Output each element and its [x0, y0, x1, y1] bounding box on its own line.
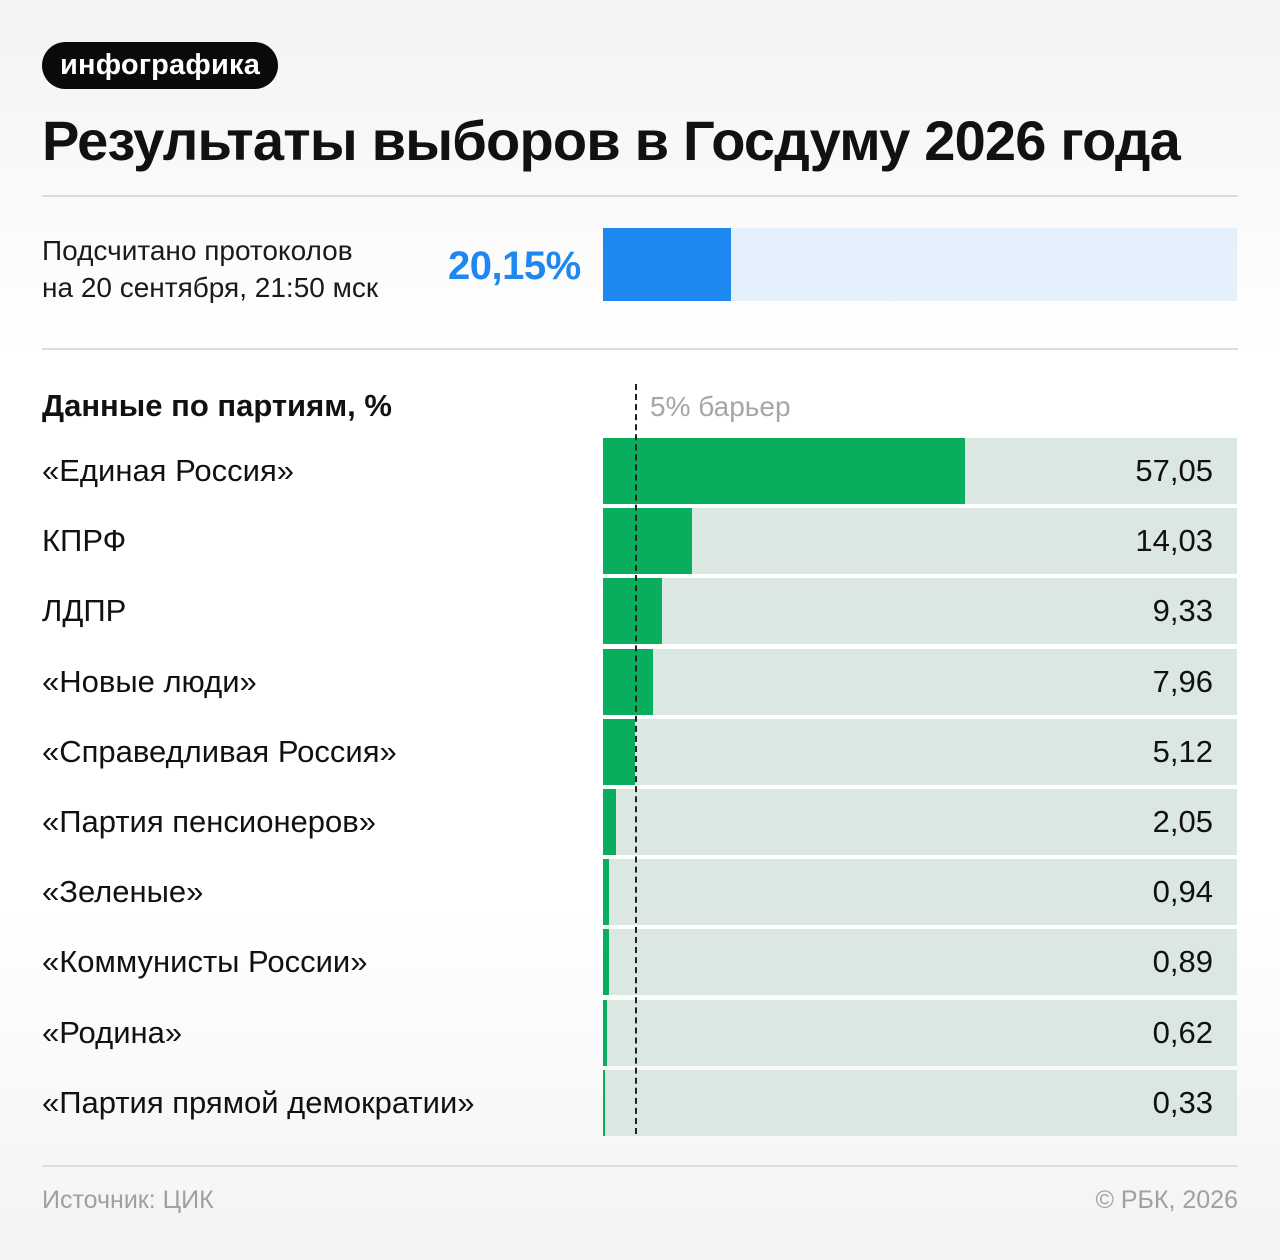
- bar-track: 57,05: [603, 438, 1237, 504]
- counted-protocols-label: Подсчитано протоколов на 20 сентября, 21…: [42, 235, 379, 303]
- page-title: Результаты выборов в Госдуму 2026 года: [42, 109, 1181, 172]
- bar-value-label: 0,33: [1152, 1085, 1213, 1120]
- bar-track: 5,12: [603, 719, 1237, 785]
- party-name: «Партия пенсионеров»: [42, 804, 376, 839]
- bar-value-label: 2,05: [1152, 804, 1213, 839]
- bar-track: 2,05: [603, 789, 1237, 855]
- bar: [603, 1070, 606, 1136]
- bar-value-label: 0,89: [1152, 944, 1213, 979]
- bar: [603, 719, 636, 785]
- barrier-label: 5% барьер: [650, 391, 791, 422]
- bar: [603, 1000, 607, 1066]
- bar-value-label: 0,62: [1152, 1015, 1213, 1050]
- bar-value-label: 57,05: [1135, 453, 1213, 488]
- party-name: «Коммунисты России»: [42, 944, 368, 979]
- bar-value-label: 9,33: [1152, 593, 1213, 628]
- bar: [603, 438, 965, 504]
- bar-value-label: 0,94: [1152, 874, 1213, 909]
- parties-heading: Данные по партиям, %: [42, 388, 392, 423]
- bar: [603, 508, 692, 574]
- bar-track: 0,33: [603, 1070, 1237, 1136]
- party-name: «Новые люди»: [42, 664, 257, 699]
- party-name: КПРФ: [42, 523, 127, 558]
- party-name: «Зеленые»: [42, 874, 204, 909]
- copyright: © РБК, 2026: [1095, 1186, 1238, 1214]
- divider: [42, 195, 1238, 197]
- bar: [603, 789, 616, 855]
- bar: [603, 649, 654, 715]
- party-name: «Родина»: [42, 1015, 183, 1050]
- party-name: «Единая Россия»: [42, 453, 294, 488]
- bar: [603, 578, 663, 644]
- bar-track: 0,62: [603, 1000, 1237, 1066]
- divider: [42, 1165, 1238, 1167]
- source-note: Источник: ЦИК: [42, 1186, 214, 1214]
- counted-progress-bar: [603, 228, 1237, 301]
- bar-value-label: 7,96: [1152, 664, 1213, 699]
- infographic-badge: инфографика: [42, 42, 279, 89]
- barrier-line: [634, 384, 637, 1134]
- bar: [603, 859, 609, 925]
- bar-track: 0,94: [603, 859, 1237, 925]
- party-name: ЛДПР: [42, 593, 127, 628]
- party-name: «Справедливая Россия»: [42, 734, 397, 769]
- bar-track: 14,03: [603, 508, 1237, 574]
- divider: [42, 348, 1238, 350]
- bar-value-label: 5,12: [1152, 734, 1213, 769]
- bar-value-label: 14,03: [1135, 523, 1213, 558]
- bar-track: 9,33: [603, 578, 1237, 644]
- counted-progress-fill: [603, 228, 731, 301]
- counted-protocols-value: 20,15%: [448, 244, 581, 288]
- bar-track: 7,96: [603, 649, 1237, 715]
- bar: [603, 929, 609, 995]
- party-name: «Партия прямой демократии»: [42, 1085, 475, 1120]
- bar-track: 0,89: [603, 929, 1237, 995]
